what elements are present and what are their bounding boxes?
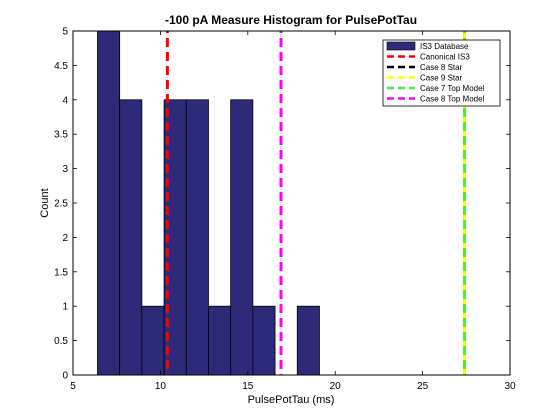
x-tick-label-0: 5 bbox=[70, 381, 76, 392]
histogram-bar-6 bbox=[230, 99, 254, 376]
y-tick-label-10: 5 bbox=[62, 27, 68, 38]
y-tick-label-2: 1 bbox=[62, 302, 68, 313]
legend-label-0: IS3 Database bbox=[420, 42, 469, 51]
histogram-bar-1 bbox=[119, 99, 143, 376]
histogram-bar-7 bbox=[252, 305, 276, 376]
legend-label-2: Case 8 Star bbox=[420, 63, 463, 72]
legend-box bbox=[382, 39, 501, 107]
y-tick-label-9: 4.5 bbox=[54, 61, 68, 72]
legend-swatch-0 bbox=[386, 41, 416, 51]
bars-layer bbox=[97, 30, 320, 376]
x-axis-label: PulsePotTau (ms) bbox=[248, 394, 335, 406]
x-tick-label-3: 20 bbox=[330, 381, 342, 392]
legend-label-5: Case 8 Top Model bbox=[420, 95, 485, 104]
histogram-bar-5 bbox=[208, 305, 232, 376]
y-tick-label-6: 3 bbox=[62, 164, 68, 175]
y-tick-label-8: 4 bbox=[62, 95, 68, 106]
chart-title: -100 pA Measure Histogram for PulsePotTa… bbox=[165, 13, 417, 27]
x-tick-label-5: 30 bbox=[504, 381, 516, 392]
x-tick-label-1: 10 bbox=[155, 381, 167, 392]
x-tick-label-2: 15 bbox=[242, 381, 254, 392]
histogram-bar-4 bbox=[185, 99, 209, 376]
legend-label-4: Case 7 Top Model bbox=[420, 84, 485, 93]
x-tick-label-4: 25 bbox=[417, 381, 429, 392]
legend-label-3: Case 9 Star bbox=[420, 74, 463, 83]
legend-label-1: Canonical IS3 bbox=[420, 53, 470, 62]
y-tick-label-4: 2 bbox=[62, 233, 68, 244]
y-axis-label: Count bbox=[39, 188, 51, 217]
ticks-layer: 5 10 15 20 25 30 0 0.5 1 1.5 2 2.5 3 3.5 4 4.5 5 bbox=[54, 27, 516, 393]
y-tick-label-7: 3.5 bbox=[54, 130, 68, 141]
y-tick-label-3: 1.5 bbox=[54, 267, 68, 278]
histogram-bar-2 bbox=[141, 305, 165, 376]
histogram-bar-9 bbox=[296, 305, 320, 376]
y-tick-label-0: 0 bbox=[62, 371, 68, 382]
y-tick-label-5: 2.5 bbox=[54, 199, 68, 210]
histogram-bar-0 bbox=[97, 30, 121, 376]
y-tick-label-1: 0.5 bbox=[54, 336, 68, 347]
